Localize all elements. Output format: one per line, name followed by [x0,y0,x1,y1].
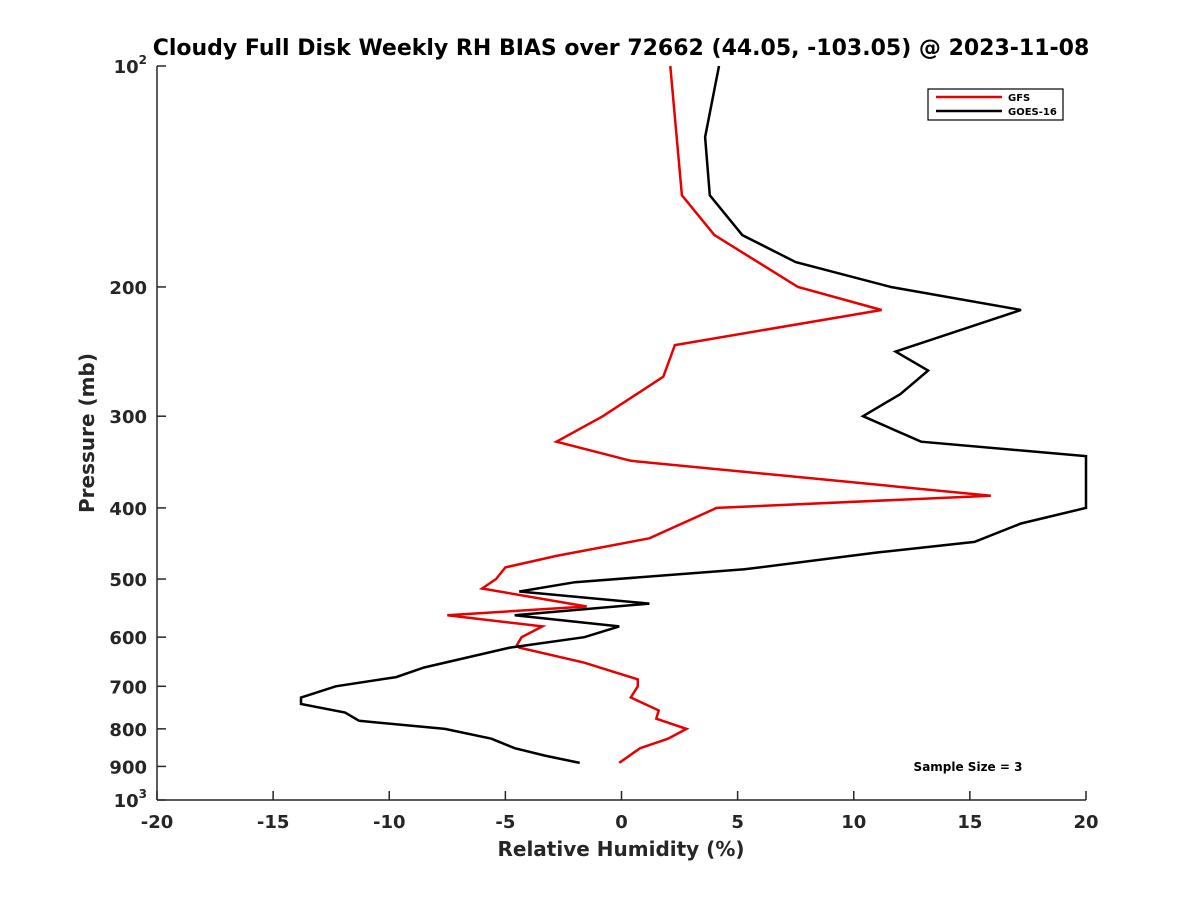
x-tick-label: -10 [373,812,406,833]
y-tick-label: 500 [109,570,147,591]
chart-title: Cloudy Full Disk Weekly RH BIAS over 726… [153,36,1090,61]
y-tick-label: 400 [109,499,147,520]
y-tick-label: 900 [109,757,147,778]
x-axis: -20 -15 -10 -5 0 5 10 15 20 [141,791,1099,833]
y-tick-label: 700 [109,677,147,698]
y-axis-label: Pressure (mb) [75,353,99,513]
plot-area [156,66,1086,801]
y-tick-label: 800 [109,720,147,741]
y-tick-label: 300 [109,407,147,428]
x-tick-label: 5 [731,812,744,833]
legend: GFS GOES-16 [927,88,1064,121]
x-tick-label: 0 [615,812,628,833]
series-layer [299,65,1088,765]
y-tick-label: 103 [114,787,147,812]
x-tick-label: -15 [257,812,290,833]
y-tick-label: 600 [109,628,147,649]
x-tick-label: 10 [841,812,866,833]
series-line-gfs [447,65,991,764]
y-axis: 102 200 300 400 500 600 700 800 900 103 [109,53,166,812]
x-tick-label: -20 [141,812,174,833]
series-line-goes-16 [299,65,1088,765]
legend-entry-label: GFS [1008,93,1030,104]
legend-entry-label: GOES-16 [1008,107,1057,118]
x-axis-label: Relative Humidity (%) [497,837,744,861]
y-tick-label: 200 [109,278,147,299]
y-tick-label: 102 [114,53,147,78]
x-tick-label: 20 [1073,812,1098,833]
x-tick-label: -5 [495,812,515,833]
x-tick-label: 15 [957,812,982,833]
sample-size-annotation: Sample Size = 3 [914,760,1023,774]
legend-box [927,88,1064,121]
